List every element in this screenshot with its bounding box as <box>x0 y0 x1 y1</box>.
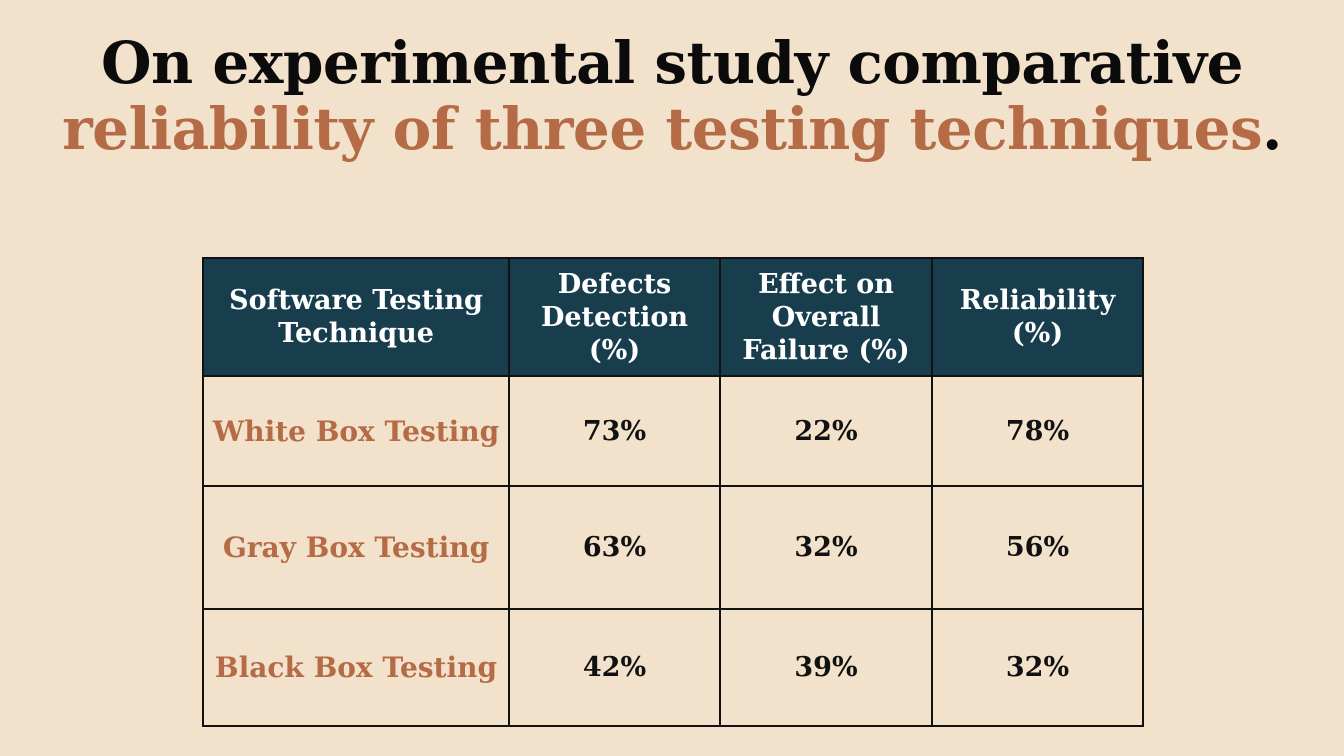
overall-failure-cell: 22% <box>719 375 933 487</box>
header-defects-detection: Defects Detection (%) <box>508 257 721 377</box>
defects-detection-cell: 63% <box>508 485 721 610</box>
technique-cell: White Box Testing <box>202 375 510 487</box>
reliability-cell: 56% <box>931 485 1144 610</box>
title-line-2-text: reliability of three testing techniques <box>62 95 1263 163</box>
overall-failure-cell: 39% <box>719 608 933 727</box>
header-reliability: Reliability (%) <box>931 257 1144 377</box>
table-row: Gray Box Testing 63% 32% 56% <box>202 485 1144 610</box>
comparison-table: Software Testing Technique Defects Detec… <box>202 257 1144 727</box>
header-overall-failure: Effect on Overall Failure (%) <box>719 257 933 377</box>
defects-detection-cell: 73% <box>508 375 721 487</box>
reliability-cell: 32% <box>931 608 1144 727</box>
technique-cell: Black Box Testing <box>202 608 510 727</box>
table-row: Black Box Testing 42% 39% 32% <box>202 608 1144 727</box>
table-header-row: Software Testing Technique Defects Detec… <box>202 257 1144 377</box>
page-title: On experimental study comparative reliab… <box>0 30 1344 162</box>
table-row: White Box Testing 73% 22% 78% <box>202 375 1144 487</box>
title-period: . <box>1262 95 1282 163</box>
header-technique: Software Testing Technique <box>202 257 510 377</box>
reliability-cell: 78% <box>931 375 1144 487</box>
defects-detection-cell: 42% <box>508 608 721 727</box>
overall-failure-cell: 32% <box>719 485 933 610</box>
title-line-1: On experimental study comparative <box>100 29 1244 97</box>
technique-cell: Gray Box Testing <box>202 485 510 610</box>
title-line-2: reliability of three testing techniques. <box>0 96 1344 162</box>
